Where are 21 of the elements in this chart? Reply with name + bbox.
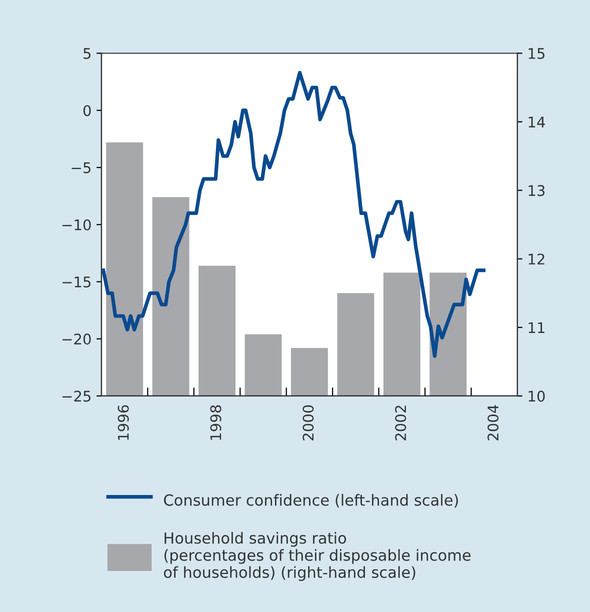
y2-tick-label: 14 (528, 116, 545, 128)
line-series (102, 70, 486, 358)
x-tick-label: 2002 (395, 406, 406, 440)
y-tick-label: −20 (62, 334, 91, 345)
x-tick-label: 2000 (302, 405, 314, 440)
y2-tick-label: 13 (528, 185, 545, 196)
y-tick-label: −10 (62, 219, 91, 230)
x-tick-label: 2004 (488, 405, 499, 440)
y2-tick-label: 15 (528, 48, 544, 59)
y-tick-label: −5 (72, 162, 90, 174)
y-tick-label: 0 (83, 105, 91, 116)
legend-label: Consumer confidence (left-hand scale) (164, 494, 458, 508)
y-tick-label: 5 (84, 48, 90, 59)
y2-tick-label: 10 (528, 390, 545, 402)
y-tick-label: −25 (62, 390, 90, 402)
legend-label: Household savings ratio (percentages of their disposable income of households) (right-hand scale) (164, 532, 471, 581)
y2-tick-label: 11 (528, 322, 544, 333)
y-tick-label: −15 (62, 276, 90, 288)
x-tick-label: 1996 (118, 405, 129, 440)
x-tick-label: 1998 (210, 405, 222, 440)
y2-tick-label: 12 (528, 254, 544, 264)
